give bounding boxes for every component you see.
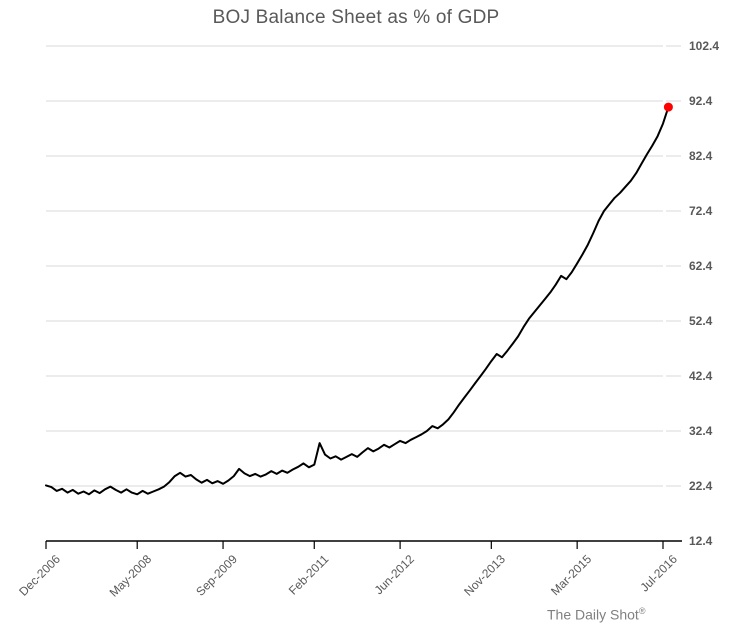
y-tick-label: 12.4	[689, 534, 713, 548]
y-tick-label: 42.4	[689, 369, 713, 383]
y-tick-label: 32.4	[689, 424, 713, 438]
gridlines	[46, 45, 663, 487]
series-line	[45, 106, 670, 496]
y-tick-label: 102.4	[689, 39, 720, 53]
y-tick-label: 92.4	[689, 94, 713, 108]
registered-mark-icon: ®	[638, 606, 646, 616]
x-axis-ticks	[45, 541, 664, 549]
series-end-marker-dot	[663, 102, 673, 112]
y-tick-label: 72.4	[689, 204, 713, 218]
y-tick-label: 52.4	[689, 314, 713, 328]
y-axis-ticks	[666, 45, 681, 487]
y-tick-label: 82.4	[689, 149, 713, 163]
attribution-text: The Daily Shot	[547, 606, 639, 623]
y-tick-label: 22.4	[689, 479, 713, 493]
attribution: The Daily Shot®	[547, 606, 645, 623]
y-tick-label: 62.4	[689, 259, 713, 273]
chart-title: BOJ Balance Sheet as % of GDP	[212, 7, 500, 28]
